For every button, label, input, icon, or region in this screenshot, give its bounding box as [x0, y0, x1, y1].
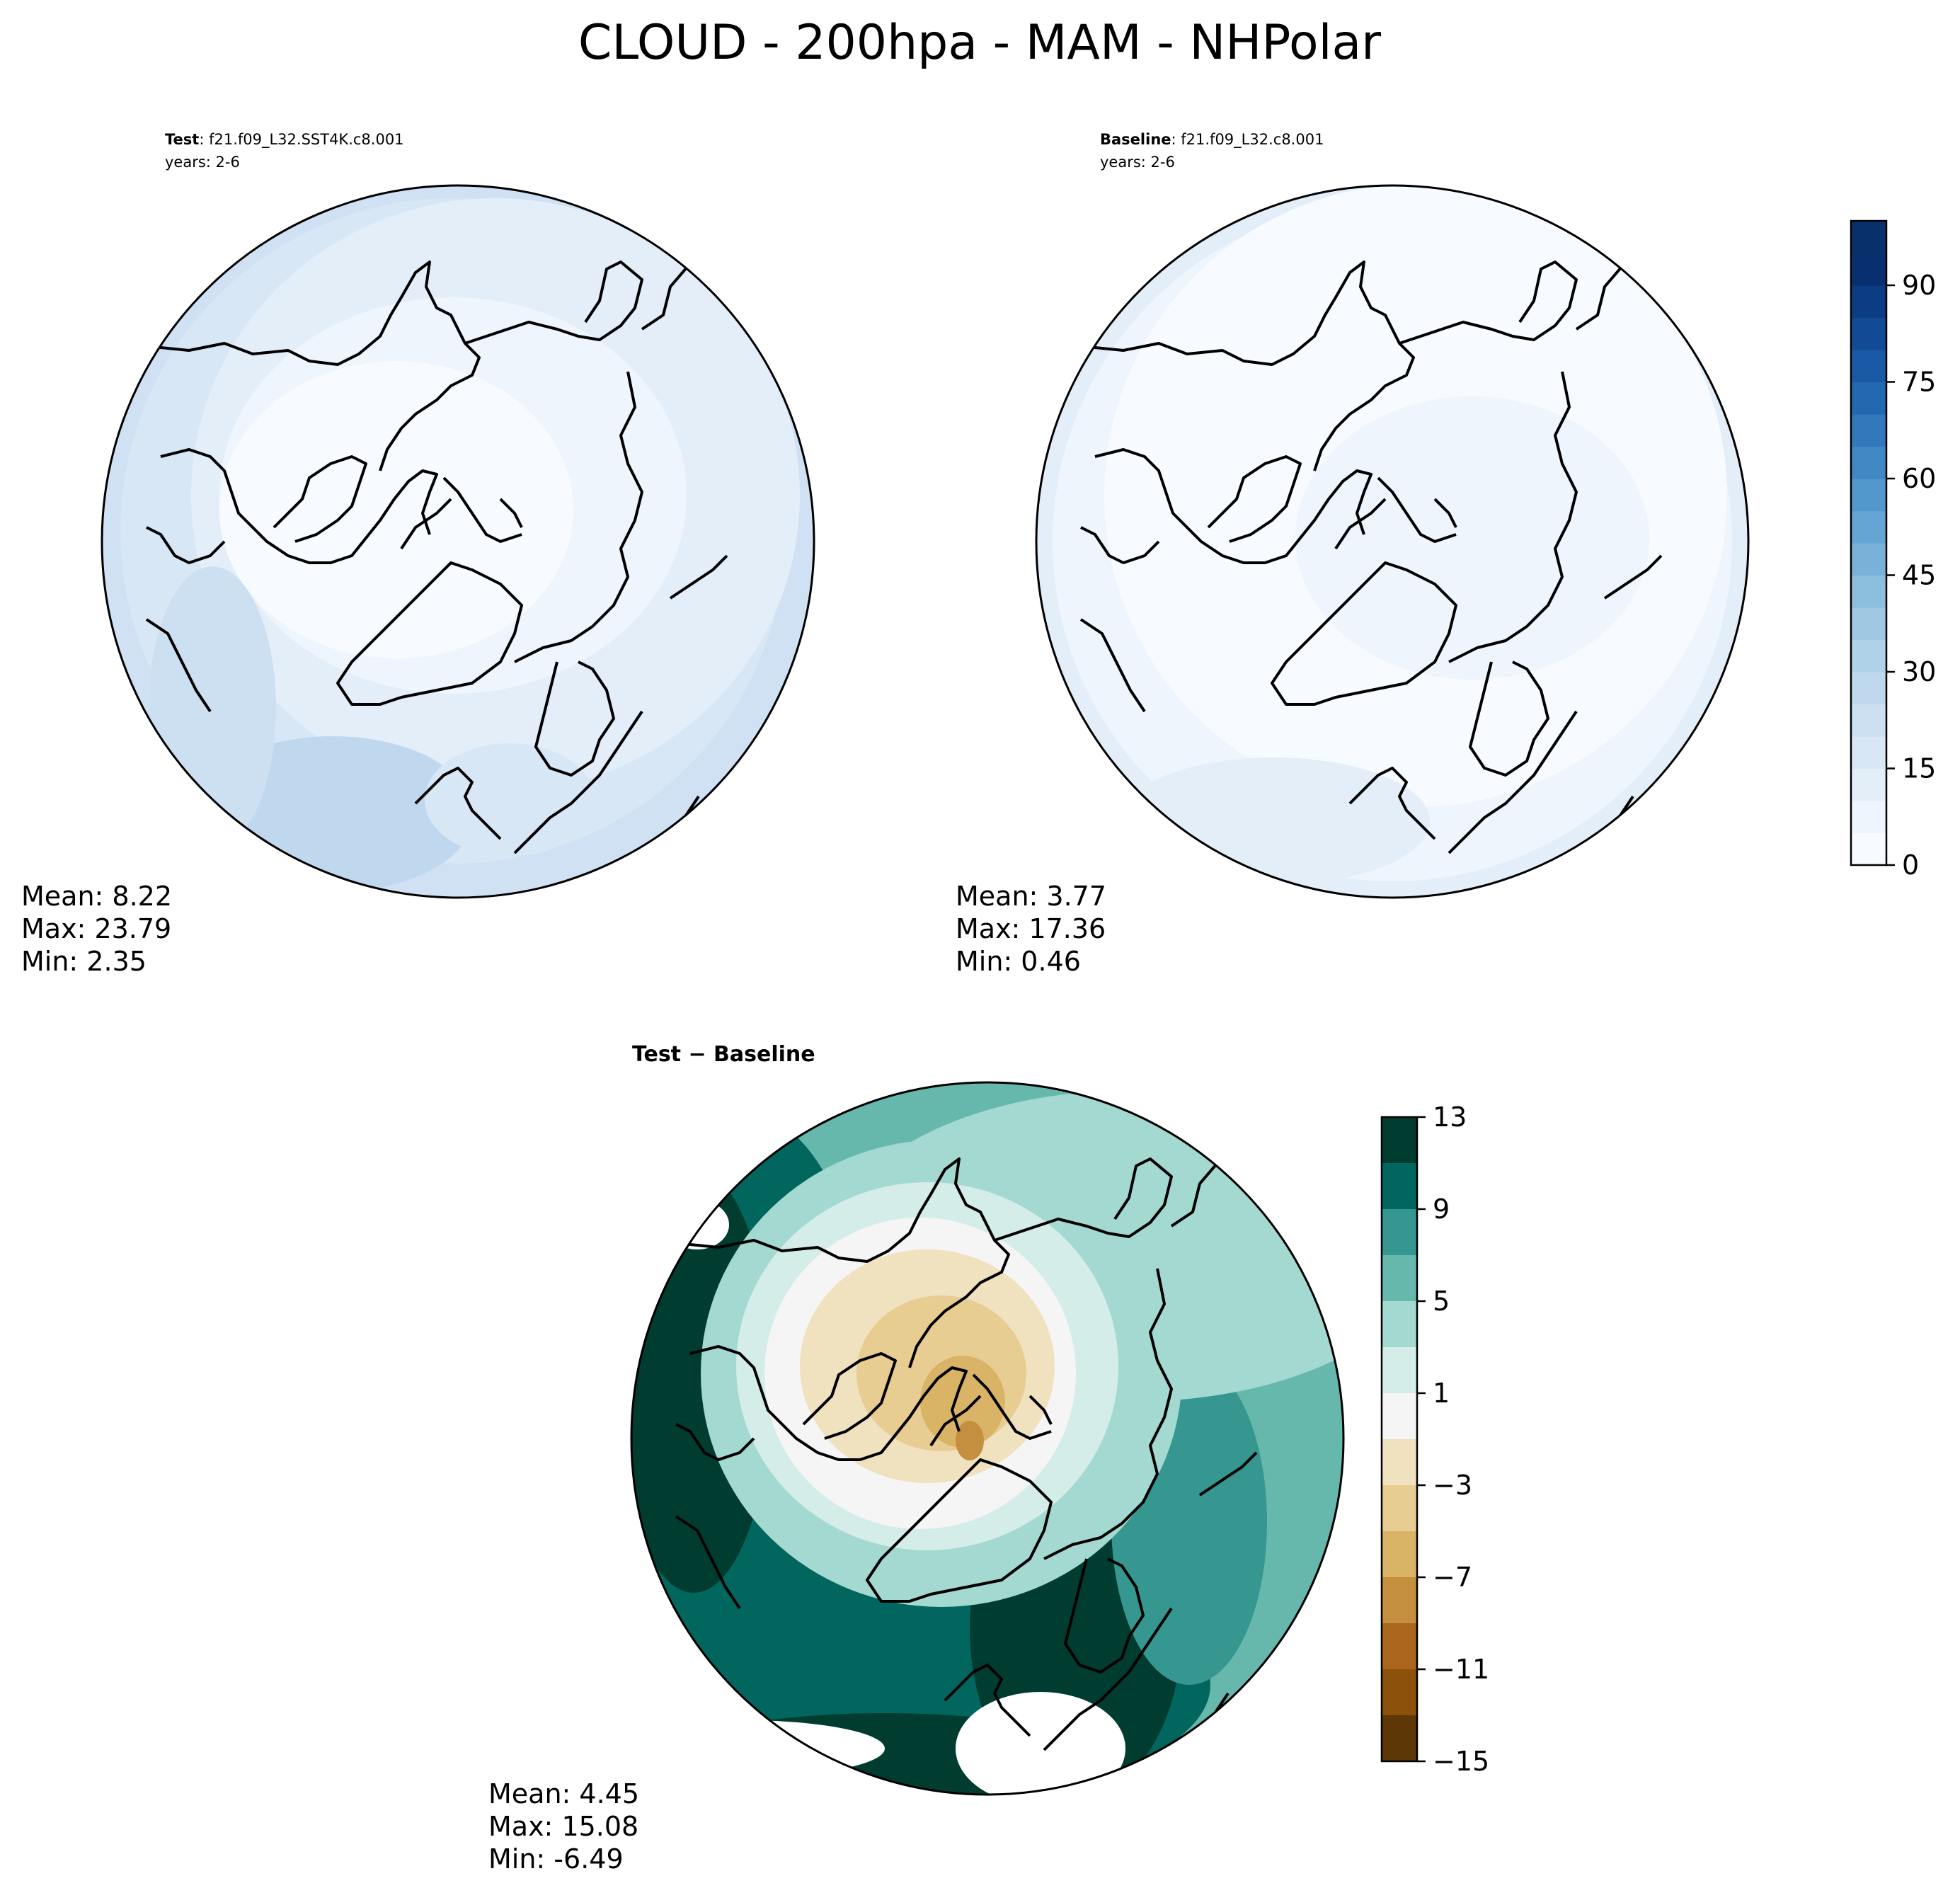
colorbar-level [1382, 1485, 1417, 1532]
baseline-label-bold: Baseline [1100, 131, 1171, 148]
colorbar-tick-label: −11 [1433, 1654, 1489, 1685]
test-panel: Test: f21.f09_L32.SST4K.c8.001 years: 2-… [21, 131, 815, 977]
colorbar-level [1382, 1163, 1417, 1210]
colorbar-level [1851, 285, 1886, 319]
colorbar-frame [1850, 219, 1888, 866]
baseline-max: Max: 17.36 [956, 913, 1106, 944]
colorbar-level [1382, 1209, 1417, 1256]
colorbar-level [1382, 1531, 1417, 1578]
colorbar-tick-label: 60 [1902, 463, 1936, 494]
colorbar-level [1382, 1301, 1417, 1348]
colorbar-level [1382, 1623, 1417, 1670]
colorbar-level [1851, 221, 1886, 254]
test-years: years: 2-6 [165, 154, 240, 171]
colorbar-tick-label: 13 [1433, 1102, 1467, 1133]
test-label-bold: Test [165, 131, 199, 148]
colorbar-tick-label: 1 [1433, 1378, 1450, 1409]
difference-panel: Test − Baseline Mean: 4.45 Max: 15.08 [488, 1042, 1489, 1875]
test-panel-label: Test: f21.f09_L32.SST4K.c8.001 [165, 131, 404, 149]
colorbar-tick-label: −15 [1433, 1746, 1489, 1777]
baseline-label-rest: : f21.f09_L32.c8.001 [1171, 131, 1324, 149]
colorbar-level [1851, 414, 1886, 447]
difference-map-frame [630, 1081, 1345, 1796]
colorbar-level [1382, 1255, 1417, 1302]
baseline-mean: Mean: 3.77 [956, 881, 1106, 912]
colorbar-level [1382, 1347, 1417, 1394]
colorbar-frame [1380, 1116, 1419, 1763]
colorbar-level [1382, 1715, 1417, 1762]
difference-map [631, 1082, 1343, 1795]
test-label-rest: : f21.f09_L32.SST4K.c8.001 [199, 131, 403, 149]
figure-title: CLOUD - 200hpa - MAM - NHPolar [578, 15, 1381, 71]
baseline-min: Min: 0.46 [956, 946, 1081, 977]
colorbar-tick-label: −3 [1433, 1470, 1472, 1501]
colorbar-level [1851, 833, 1886, 866]
colorbar-level [1851, 607, 1886, 641]
baseline-panel: Baseline: f21.f09_L32.c8.001 years: 2-6 … [956, 131, 1936, 977]
baseline-map [1036, 185, 1748, 898]
baseline-colorbar: 0 15 30 45 60 75 90 [1850, 219, 1936, 881]
colorbar-tick-label: 75 [1902, 367, 1936, 398]
colorbar-level [1382, 1393, 1417, 1440]
colorbar-level [1851, 510, 1886, 544]
colorbar-level [1851, 253, 1886, 286]
colorbar-level [1851, 801, 1886, 834]
colorbar-tick-label: 0 [1902, 849, 1919, 881]
test-map [102, 185, 814, 898]
colorbar-level [1851, 704, 1886, 737]
colorbar-tick-label: −7 [1433, 1562, 1472, 1593]
colorbar-level [1851, 543, 1886, 576]
colorbar-tick-label: 45 [1902, 560, 1936, 591]
difference-min: Min: -6.49 [488, 1843, 624, 1875]
test-map-frame [101, 184, 815, 899]
colorbar-tick-label: 9 [1433, 1194, 1450, 1225]
colorbar-tick-label: 30 [1902, 656, 1936, 687]
colorbar-tick-label: 90 [1902, 270, 1936, 301]
baseline-panel-label: Baseline: f21.f09_L32.c8.001 [1100, 131, 1324, 149]
colorbar-level [1851, 736, 1886, 769]
colorbar-level [1851, 446, 1886, 479]
difference-mean: Mean: 4.45 [488, 1778, 639, 1809]
colorbar-level [1851, 382, 1886, 415]
colorbar-level [1851, 672, 1886, 705]
colorbar-level [1851, 575, 1886, 608]
colorbar-level [1382, 1117, 1417, 1164]
test-min: Min: 2.35 [21, 946, 147, 977]
colorbar-tick-label: 15 [1902, 753, 1936, 784]
test-mean: Mean: 8.22 [21, 881, 172, 912]
colorbar-level [1382, 1577, 1417, 1624]
colorbar-level [1851, 479, 1886, 512]
colorbar-level [1851, 350, 1886, 383]
difference-colorbar: 13 9 5 1 −3 −7 −11 −15 [1380, 1102, 1489, 1777]
colorbar-tick-label: 5 [1433, 1286, 1450, 1317]
test-max: Max: 23.79 [21, 913, 171, 944]
baseline-years: years: 2-6 [1100, 154, 1175, 171]
difference-title: Test − Baseline [632, 1042, 815, 1067]
colorbar-level [1382, 1669, 1417, 1716]
difference-max: Max: 15.08 [488, 1811, 638, 1842]
colorbar-level [1851, 639, 1886, 673]
colorbar-level [1382, 1439, 1417, 1486]
colorbar-level [1851, 768, 1886, 801]
baseline-map-frame [1035, 184, 1750, 899]
colorbar-level [1851, 317, 1886, 350]
